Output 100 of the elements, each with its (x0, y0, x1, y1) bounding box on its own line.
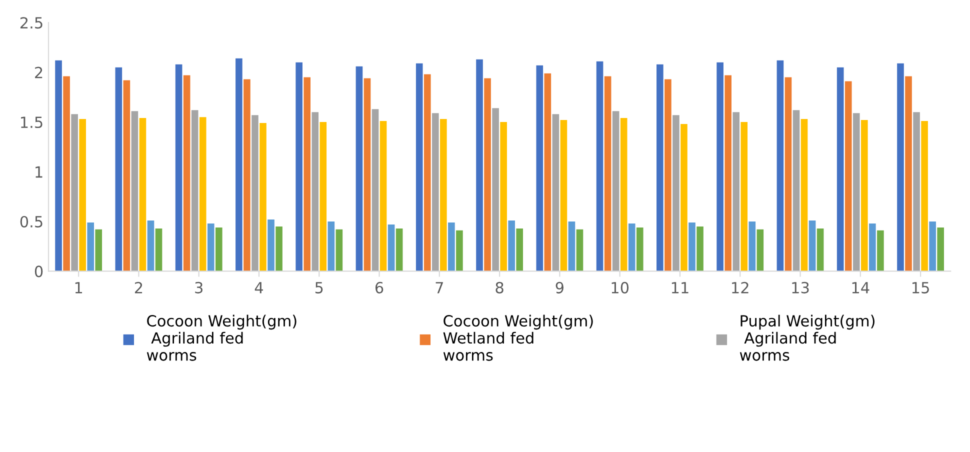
x-tick-label: 12 (732, 282, 748, 294)
bar (215, 227, 222, 272)
bar (508, 220, 515, 272)
y-tick-label: 0 (34, 266, 43, 278)
y-tick-label: 2 (35, 66, 42, 78)
bar (596, 61, 604, 272)
bar (516, 228, 524, 272)
bar (636, 227, 644, 272)
bar (328, 221, 335, 272)
bar (388, 224, 395, 272)
bar (724, 75, 732, 272)
bar (312, 112, 319, 272)
bar (396, 228, 403, 272)
bar (568, 221, 576, 272)
bar (484, 78, 491, 272)
legend-label: Pupal Weight(gm) Agriland fed worms (740, 314, 874, 361)
bar (440, 119, 447, 272)
bar (236, 58, 242, 272)
y-tick-label: 1.5 (21, 116, 42, 128)
legend-label: Cocoon Weight(gm) Wetland fed worms (443, 314, 593, 361)
bar (688, 222, 696, 272)
bar (929, 221, 936, 272)
x-tick-label: 10 (612, 282, 629, 294)
x-tick-label: 9 (556, 282, 564, 294)
x-tick-label: 8 (496, 282, 504, 294)
bar (628, 223, 636, 272)
bar (356, 66, 363, 272)
bar (860, 120, 868, 272)
bar (905, 76, 912, 272)
bar (836, 67, 844, 272)
x-tick-label: 2 (134, 282, 142, 294)
bar (115, 67, 122, 272)
x-tick-label: 6 (375, 282, 384, 294)
bar (740, 122, 748, 272)
bar (372, 109, 379, 272)
bar (784, 77, 792, 272)
bar (536, 65, 544, 272)
bar (336, 229, 343, 272)
bar (869, 223, 876, 272)
bar (416, 63, 423, 272)
x-tick-label: 11 (672, 282, 688, 294)
bar (71, 114, 78, 272)
bar (913, 112, 920, 272)
bar (844, 81, 852, 272)
bar (716, 62, 724, 272)
bar (604, 76, 612, 272)
bar (576, 229, 584, 272)
bar (808, 220, 816, 272)
bar (476, 59, 483, 272)
bar (620, 118, 628, 272)
bar (500, 122, 507, 272)
bar (199, 117, 206, 272)
bar (560, 120, 568, 272)
bar (123, 80, 130, 272)
bar (191, 110, 198, 272)
bar (432, 113, 439, 272)
x-tick-label: 4 (254, 282, 263, 294)
bar (139, 118, 146, 272)
x-tick-label: 14 (852, 282, 870, 294)
x-tick-label: 7 (436, 282, 443, 294)
bar (207, 223, 214, 272)
legend-label: Cocoon Weight(gm) Agriland fed worms (146, 314, 296, 361)
bar (155, 228, 162, 272)
bar (937, 227, 944, 272)
bar (612, 111, 620, 272)
bar (95, 229, 102, 272)
bar (55, 60, 62, 272)
bar (175, 64, 182, 272)
bar (672, 115, 680, 272)
x-tick-label: 5 (315, 282, 323, 294)
bar (320, 122, 327, 272)
bar (131, 111, 138, 272)
bar (756, 229, 764, 272)
y-tick-label: 2.5 (20, 17, 42, 29)
bar (656, 64, 664, 272)
bar (696, 226, 704, 272)
bar (252, 115, 258, 272)
bar (921, 121, 928, 272)
bar (63, 76, 70, 272)
bar (544, 73, 552, 272)
bar (732, 112, 740, 272)
bar (680, 124, 688, 272)
bar (147, 220, 154, 272)
bar (792, 110, 800, 272)
bar (748, 221, 756, 272)
bar (816, 228, 824, 272)
bar (244, 79, 250, 272)
x-tick-label: 15 (912, 282, 929, 294)
bar (897, 63, 904, 272)
bar (877, 230, 884, 272)
y-tick-label: 1 (36, 166, 42, 178)
bar (776, 60, 784, 272)
bar (87, 222, 94, 272)
bar (276, 226, 282, 272)
bar (424, 74, 431, 272)
bar (456, 230, 463, 272)
x-tick-label: 3 (195, 282, 202, 294)
bar (552, 114, 560, 272)
bar (79, 119, 86, 272)
bar (296, 62, 302, 272)
